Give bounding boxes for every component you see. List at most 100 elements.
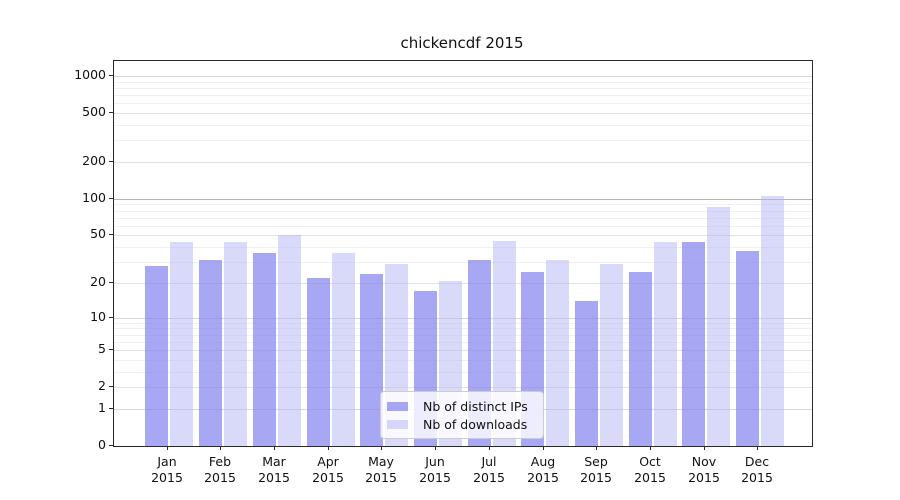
- y-tick-label: 500: [82, 104, 106, 119]
- x-tick-mark: [489, 446, 490, 450]
- bar-downloads: [599, 263, 623, 446]
- gridline: [114, 103, 812, 104]
- gridline: [114, 235, 812, 236]
- gridline: [114, 335, 812, 336]
- x-tick-mark: [274, 446, 275, 450]
- x-tick-mark: [381, 446, 382, 450]
- gridline: [114, 218, 812, 219]
- bar-downloads: [170, 242, 194, 446]
- x-tick-label: Nov 2015: [688, 454, 720, 485]
- y-tick-label: 20: [90, 274, 106, 289]
- y-tick-label: 1: [98, 400, 106, 415]
- bar-distinct-ips: [306, 278, 330, 446]
- bar-distinct-ips: [736, 251, 759, 446]
- x-tick-mark: [220, 446, 221, 450]
- gridline: [114, 204, 812, 205]
- y-tick-label: 100: [82, 190, 106, 205]
- x-tick-label: Sep 2015: [580, 454, 612, 485]
- legend-row-distinct-ips: Nb of distinct IPs: [387, 397, 535, 415]
- x-tick-label: Dec 2015: [741, 454, 773, 485]
- y-tick-label: 50: [90, 226, 106, 241]
- bar-downloads: [546, 260, 570, 446]
- gridline: [114, 342, 812, 343]
- gridline: [114, 283, 812, 284]
- y-tick-label: 2: [98, 378, 106, 393]
- plot-area: [113, 60, 813, 447]
- x-tick-label: Jul 2015: [473, 454, 505, 485]
- y-tick-mark: [109, 445, 113, 446]
- y-tick-mark: [109, 349, 113, 350]
- x-tick-mark: [650, 446, 651, 450]
- bar-downloads: [653, 242, 677, 446]
- gridline: [114, 125, 812, 126]
- gridline: [114, 328, 812, 329]
- x-tick-label: Jun 2015: [419, 454, 451, 485]
- y-tick-mark: [109, 75, 113, 76]
- bar-distinct-ips: [252, 252, 276, 446]
- x-tick-mark: [596, 446, 597, 450]
- legend-label-distinct-ips: Nb of distinct IPs: [423, 398, 528, 414]
- legend: Nb of distinct IPs Nb of downloads: [380, 391, 544, 439]
- x-tick-label: Oct 2015: [634, 454, 666, 485]
- legend-row-downloads: Nb of downloads: [387, 415, 535, 433]
- x-tick-mark: [328, 446, 329, 450]
- y-tick-label: 5: [98, 341, 106, 356]
- y-tick-mark: [109, 386, 113, 387]
- x-tick-label: Feb 2015: [204, 454, 236, 485]
- gridline: [114, 247, 812, 248]
- gridline: [114, 318, 812, 319]
- bar-downloads: [224, 242, 248, 446]
- x-tick-mark: [757, 446, 758, 450]
- y-tick-mark: [109, 112, 113, 113]
- x-tick-mark: [543, 446, 544, 450]
- gridline: [114, 360, 812, 361]
- x-tick-mark: [704, 446, 705, 450]
- y-tick-label: 200: [82, 153, 106, 168]
- y-tick-mark: [109, 282, 113, 283]
- x-tick-mark: [167, 446, 168, 450]
- gridline: [114, 387, 812, 388]
- y-tick-mark: [109, 198, 113, 199]
- gridline: [114, 76, 812, 77]
- legend-swatch-distinct-ips: [387, 401, 408, 411]
- gridline: [114, 140, 812, 141]
- bar-downloads: [277, 235, 301, 446]
- legend-swatch-downloads: [387, 419, 408, 429]
- gridline: [114, 199, 812, 200]
- gridline: [114, 372, 812, 373]
- bar-distinct-ips: [628, 271, 652, 446]
- bar-distinct-ips: [199, 260, 223, 446]
- gridline: [114, 162, 812, 163]
- y-tick-label: 10: [90, 309, 106, 324]
- gridline: [114, 262, 812, 263]
- gridline: [114, 82, 812, 83]
- gridline: [114, 95, 812, 96]
- y-tick-mark: [109, 408, 113, 409]
- gridline: [114, 113, 812, 114]
- y-tick-label: 1000: [74, 67, 106, 82]
- bar-distinct-ips: [145, 265, 169, 446]
- chart-title: chickencdf 2015: [400, 34, 524, 52]
- bar-downloads: [707, 207, 731, 446]
- bar-distinct-ips: [360, 273, 384, 446]
- x-tick-label: Aug 2015: [527, 454, 559, 485]
- gridline: [114, 88, 812, 89]
- legend-label-downloads: Nb of downloads: [423, 416, 528, 432]
- y-tick-mark: [109, 234, 113, 235]
- y-tick-label: 0: [98, 437, 106, 452]
- bar-distinct-ips: [574, 301, 598, 446]
- bar-downloads: [761, 195, 784, 446]
- gridline: [114, 211, 812, 212]
- x-tick-label: Apr 2015: [312, 454, 344, 485]
- gridline: [114, 350, 812, 351]
- bar-downloads: [331, 252, 355, 446]
- x-tick-label: Mar 2015: [258, 454, 290, 485]
- gridline: [114, 323, 812, 324]
- bar-distinct-ips: [682, 242, 706, 446]
- y-tick-mark: [109, 161, 113, 162]
- x-tick-label: Jan 2015: [151, 454, 183, 485]
- x-tick-mark: [435, 446, 436, 450]
- x-tick-label: May 2015: [365, 454, 397, 485]
- y-tick-mark: [109, 317, 113, 318]
